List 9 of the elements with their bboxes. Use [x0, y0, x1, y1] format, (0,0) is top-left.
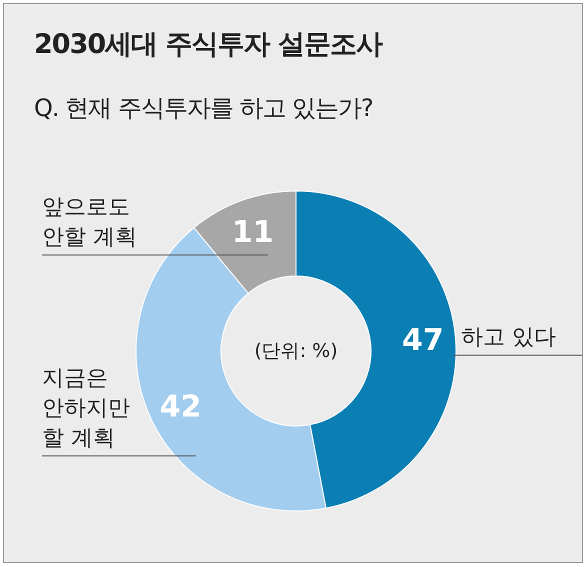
chart-title: 2030세대 주식투자 설문조사	[34, 28, 382, 62]
chart-subtitle: Q. 현재 주식투자를 하고 있는가?	[34, 93, 373, 124]
slice-label: 하고 있다	[461, 324, 557, 352]
data-label: 11	[232, 215, 274, 250]
data-label: 47	[402, 323, 444, 358]
slice-label: 앞으로도 안할 계획	[42, 194, 137, 252]
data-label: 42	[160, 389, 202, 424]
slice-label: 지금은 안하지만 할 계획	[42, 364, 131, 453]
text: (단위: %)	[253, 339, 339, 364]
